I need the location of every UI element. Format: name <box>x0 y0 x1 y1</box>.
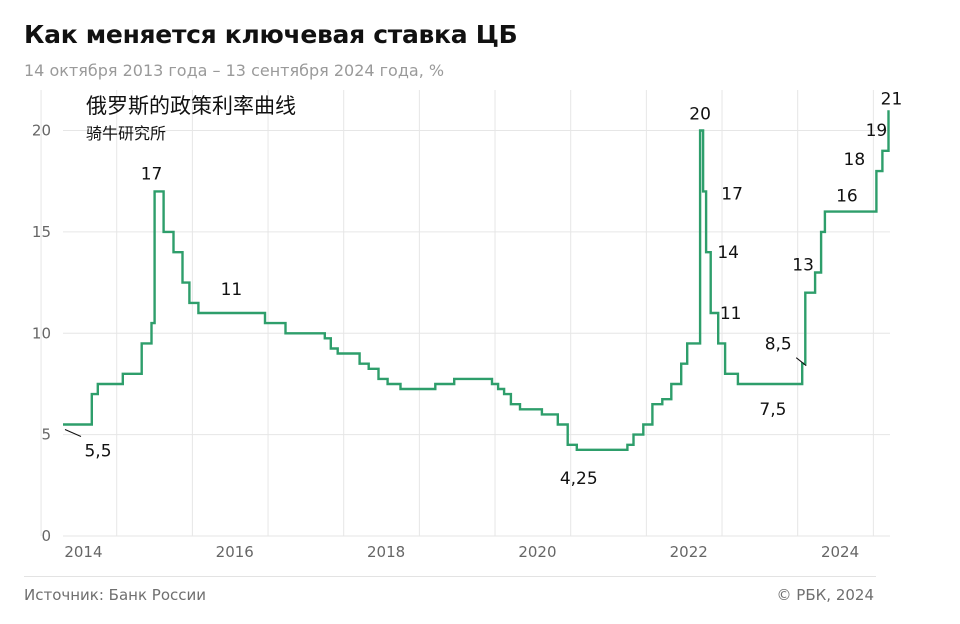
x-tick-label: 2024 <box>821 543 859 561</box>
label-leader-line <box>64 429 82 437</box>
label-leader-line <box>795 357 807 367</box>
grid <box>40 90 890 537</box>
data-label: 20 <box>689 105 711 125</box>
footer-source: Источник: Банк России <box>24 586 207 604</box>
data-label: 18 <box>844 150 866 170</box>
data-label: 14 <box>717 243 739 263</box>
footer-divider <box>24 576 876 577</box>
data-label: 11 <box>221 280 243 300</box>
footer-copyright: © РБК, 2024 <box>776 586 874 604</box>
data-label: 19 <box>866 121 888 141</box>
x-tick-label: 2022 <box>670 543 708 561</box>
annotation-title: 俄罗斯的政策利率曲线 <box>86 94 296 118</box>
y-tick-label: 0 <box>41 527 51 545</box>
axes: 0 5 10 15 20 2014 2016 2018 2020 2022 2024 <box>32 122 859 561</box>
x-tick-label: 2018 <box>367 543 405 561</box>
data-label: 5,5 <box>84 442 111 462</box>
y-tick-label: 5 <box>41 426 51 444</box>
data-label: 4,25 <box>560 469 598 489</box>
x-tick-label: 2014 <box>64 543 102 561</box>
y-tick-label: 10 <box>32 324 51 342</box>
y-tick-label: 20 <box>32 122 51 140</box>
chart-title: Как меняется ключевая ставка ЦБ <box>24 20 518 49</box>
rate-series-line <box>63 110 890 451</box>
data-label: 8,5 <box>765 335 792 355</box>
x-tick-label: 2020 <box>518 543 556 561</box>
data-label: 17 <box>721 184 743 204</box>
annotation: 俄罗斯的政策利率曲线 骑牛研究所 <box>86 94 296 143</box>
series <box>63 110 890 451</box>
data-label: 11 <box>720 304 742 324</box>
x-tick-label: 2016 <box>216 543 254 561</box>
y-tick-label: 15 <box>32 223 51 241</box>
chart-subtitle: 14 октября 2013 года – 13 сентября 2024 … <box>24 61 445 80</box>
data-label: 13 <box>792 255 814 275</box>
data-label: 16 <box>836 187 858 207</box>
annotation-subtitle: 骑牛研究所 <box>86 124 166 143</box>
data-label: 7,5 <box>759 400 786 420</box>
data-label: 21 <box>881 89 903 109</box>
data-label: 17 <box>141 164 163 184</box>
